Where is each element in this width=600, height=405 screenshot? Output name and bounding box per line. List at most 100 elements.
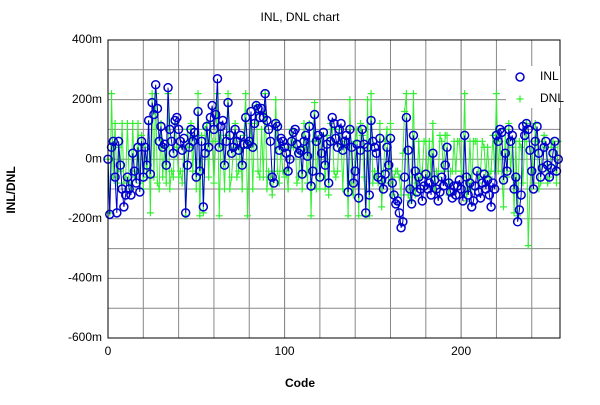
inl-point — [240, 112, 251, 123]
inl-point — [239, 139, 249, 150]
legend-label: DNL — [540, 91, 564, 105]
inl-point — [235, 130, 246, 141]
inl-point — [318, 127, 329, 138]
dnl-point — [524, 242, 532, 250]
inl-point — [283, 166, 293, 176]
dnl-point — [242, 90, 250, 98]
inl-point — [369, 142, 380, 153]
inl-point — [329, 118, 339, 129]
dnl-point — [355, 212, 363, 220]
dnl-point — [500, 203, 507, 211]
dnl-point — [192, 185, 200, 193]
inl-point — [539, 142, 549, 153]
inl-point — [401, 112, 412, 123]
legend-marker — [516, 95, 524, 103]
dnl-point — [519, 179, 527, 187]
inl-point — [195, 166, 205, 176]
inl-point — [115, 160, 126, 170]
inl-point — [385, 133, 396, 144]
inl-point — [392, 196, 403, 206]
inl-point — [380, 169, 390, 179]
inl-point — [398, 217, 408, 227]
inl-point — [165, 124, 175, 135]
inl-point — [417, 196, 428, 206]
inl-point — [426, 190, 436, 200]
dnl-point — [155, 185, 163, 193]
dnl-point — [259, 173, 267, 181]
inl-point — [438, 181, 449, 191]
inl-point — [150, 79, 161, 90]
plot-border — [107, 39, 561, 339]
dnl-point — [281, 173, 289, 181]
dnl-point — [455, 137, 463, 145]
dnl-point — [194, 90, 202, 98]
dnl-point — [321, 185, 329, 193]
dnl-point — [552, 179, 560, 187]
inl-point — [126, 190, 136, 200]
inl-point — [527, 166, 537, 176]
inl-point — [406, 199, 417, 209]
inl-point — [383, 160, 394, 170]
inl-point — [122, 172, 133, 182]
dnl-point — [224, 90, 232, 98]
dnl-point — [215, 212, 223, 220]
inl-point — [489, 184, 500, 194]
inl-point — [549, 136, 560, 147]
inl-point — [272, 121, 283, 132]
inl-point — [263, 124, 274, 135]
inl-point — [131, 178, 141, 188]
inl-point — [110, 172, 120, 182]
inl-point — [532, 121, 542, 132]
inl-point — [302, 151, 313, 161]
inl-point — [129, 166, 140, 176]
inl-point — [528, 184, 539, 194]
dnl-point — [263, 185, 271, 193]
inl-point — [459, 130, 470, 141]
dnl-point — [243, 212, 251, 220]
inl-point — [488, 178, 498, 188]
dnl-point — [478, 137, 486, 145]
inl-point — [403, 145, 413, 156]
inl-point — [548, 148, 558, 158]
dnl-point — [249, 185, 257, 193]
dnl-point — [429, 119, 437, 127]
dnl-point — [159, 173, 167, 181]
inl-point — [279, 142, 290, 153]
inl-point — [112, 208, 122, 218]
inl-point — [331, 133, 341, 144]
inl-point — [265, 136, 276, 147]
inl-point — [553, 154, 563, 164]
inl-point — [207, 100, 217, 111]
inl-point — [269, 178, 279, 188]
inl-point — [304, 121, 315, 132]
inl-point — [127, 148, 138, 158]
legend-marker — [515, 72, 525, 82]
inl-point — [511, 172, 521, 182]
dnl-point — [438, 137, 446, 145]
dnl-point — [371, 167, 379, 175]
inl-point — [505, 136, 516, 147]
inl-point — [338, 145, 348, 156]
inl-point — [214, 142, 224, 153]
inl-point — [323, 178, 334, 188]
inl-point — [465, 178, 475, 188]
inl-point — [219, 160, 230, 170]
dnl-point — [325, 191, 333, 199]
inl-point — [382, 142, 392, 153]
inl-point — [188, 136, 198, 147]
inl-point — [315, 172, 325, 182]
inl-point — [534, 148, 544, 158]
inl-point — [152, 103, 163, 114]
dnl-point — [298, 185, 306, 193]
inl-point — [399, 172, 410, 182]
inl-point — [332, 142, 343, 153]
inl-point — [466, 202, 477, 212]
dnl-point — [134, 119, 142, 127]
inl-point — [371, 148, 382, 158]
inl-point — [142, 160, 152, 170]
inl-point — [523, 124, 533, 135]
dnl-point — [307, 212, 315, 220]
inl-point — [156, 121, 166, 132]
dnl-point — [535, 185, 543, 193]
